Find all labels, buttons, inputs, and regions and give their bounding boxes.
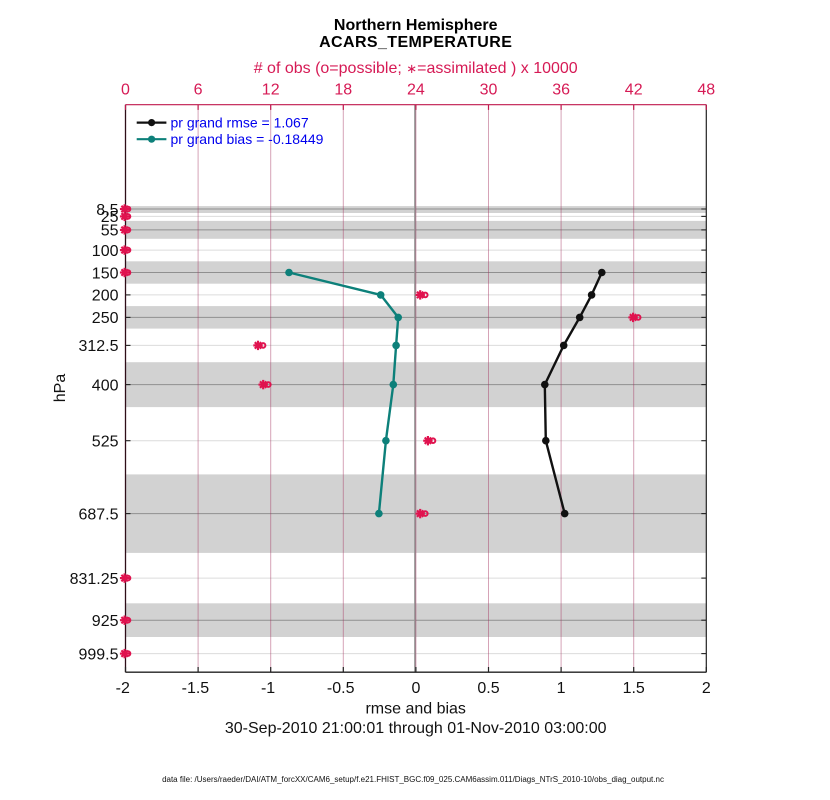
- svg-text:Northern Hemisphere: Northern Hemisphere: [334, 17, 498, 34]
- svg-text:1: 1: [557, 680, 566, 697]
- svg-text:48: 48: [697, 82, 715, 99]
- svg-text:150: 150: [92, 265, 119, 282]
- svg-text:-1: -1: [261, 680, 275, 697]
- svg-text:925: 925: [92, 613, 119, 630]
- svg-text:312.5: 312.5: [78, 338, 118, 355]
- svg-text:8.5: 8.5: [96, 202, 118, 219]
- svg-text:42: 42: [625, 82, 643, 99]
- svg-text:36: 36: [552, 82, 570, 99]
- svg-text:18: 18: [334, 82, 352, 99]
- svg-text:-2: -2: [116, 680, 130, 697]
- svg-text:525: 525: [92, 434, 119, 451]
- svg-text:6: 6: [194, 82, 203, 99]
- svg-text:rmse and bias: rmse and bias: [365, 701, 466, 718]
- svg-text:831.25: 831.25: [70, 571, 119, 588]
- svg-text:0: 0: [121, 82, 130, 99]
- svg-text:12: 12: [262, 82, 280, 99]
- svg-text:400: 400: [92, 377, 119, 394]
- svg-text:pr grand bias = -0.18449: pr grand bias = -0.18449: [171, 131, 324, 147]
- svg-text:hPa: hPa: [52, 374, 69, 403]
- svg-text:-1.5: -1.5: [182, 680, 210, 697]
- svg-text:0.5: 0.5: [477, 680, 499, 697]
- svg-text:data file: /Users/raeder/DAI/A: data file: /Users/raeder/DAI/ATM_forcXX/…: [162, 775, 664, 784]
- svg-text:-0.5: -0.5: [327, 680, 355, 697]
- svg-text:100: 100: [92, 243, 119, 260]
- svg-text:# of obs (o=possible; ∗=assimi: # of obs (o=possible; ∗=assimilated ) x …: [254, 60, 578, 77]
- svg-text:24: 24: [407, 82, 425, 99]
- svg-text:pr grand rmse = 1.067: pr grand rmse = 1.067: [171, 115, 309, 131]
- svg-text:25: 25: [101, 209, 119, 226]
- svg-text:30-Sep-2010 21:00:01 through 0: 30-Sep-2010 21:00:01 through 01-Nov-2010…: [225, 720, 607, 737]
- svg-text:687.5: 687.5: [78, 506, 118, 523]
- svg-text:55: 55: [101, 223, 119, 240]
- svg-text:ACARS_TEMPERATURE: ACARS_TEMPERATURE: [319, 34, 512, 51]
- svg-text:0: 0: [411, 680, 420, 697]
- svg-text:250: 250: [92, 310, 119, 327]
- svg-text:30: 30: [480, 82, 498, 99]
- svg-text:2: 2: [702, 680, 711, 697]
- svg-text:999.5: 999.5: [78, 646, 118, 663]
- svg-text:1.5: 1.5: [623, 680, 645, 697]
- svg-text:200: 200: [92, 288, 119, 305]
